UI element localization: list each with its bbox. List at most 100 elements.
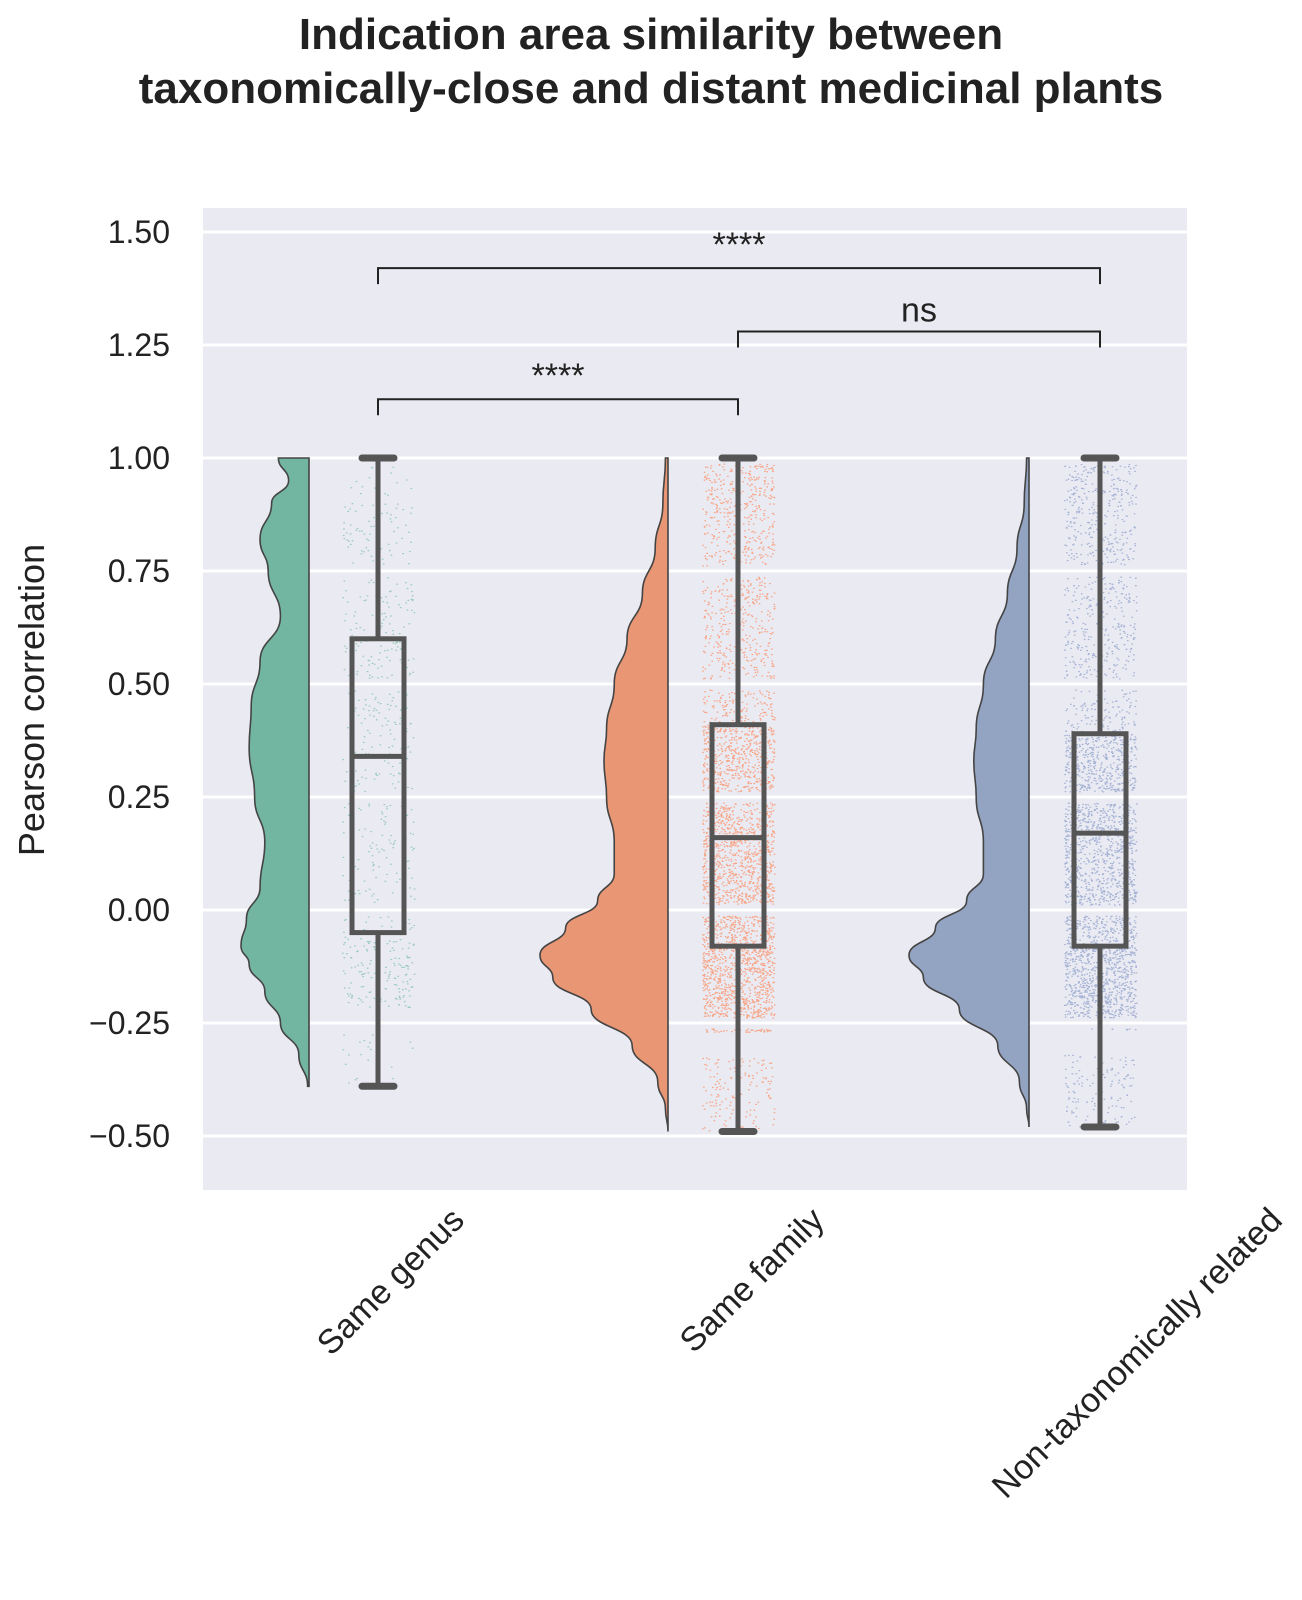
data-point — [702, 883, 705, 886]
data-point — [726, 894, 728, 896]
data-point — [756, 508, 758, 510]
data-point — [369, 845, 372, 847]
data-point — [741, 996, 743, 998]
data-point — [741, 716, 743, 718]
data-point — [728, 631, 730, 633]
data-point — [349, 993, 352, 995]
data-point — [771, 709, 773, 712]
data-point — [720, 831, 723, 833]
data-point — [382, 563, 385, 565]
data-point — [711, 964, 713, 967]
data-point — [752, 1000, 754, 1002]
data-point — [753, 539, 756, 541]
data-point — [750, 664, 752, 667]
data-point — [758, 603, 761, 605]
data-point — [767, 645, 770, 647]
data-point — [717, 652, 720, 654]
data-point — [757, 628, 759, 630]
data-point — [755, 1103, 757, 1105]
data-point — [737, 903, 740, 905]
data-point — [766, 1009, 768, 1011]
data-point — [704, 981, 706, 983]
data-point — [758, 920, 760, 922]
data-point — [746, 502, 748, 504]
data-point — [377, 667, 379, 669]
data-point — [763, 978, 765, 980]
data-point — [756, 887, 759, 889]
data-point — [718, 889, 721, 891]
data-point — [719, 630, 722, 633]
data-point — [758, 992, 761, 994]
data-point — [769, 935, 772, 937]
data-point — [728, 783, 730, 785]
data-point — [730, 730, 732, 732]
data-point — [767, 776, 770, 779]
data-point — [724, 611, 727, 613]
data-point — [703, 749, 706, 751]
data-point — [374, 487, 376, 489]
data-point — [769, 969, 771, 972]
data-point — [709, 994, 712, 996]
data-point — [742, 625, 745, 627]
data-point — [715, 925, 717, 928]
data-point — [773, 752, 775, 754]
data-point — [743, 955, 746, 957]
data-point — [769, 583, 771, 585]
data-point — [743, 1014, 745, 1016]
data-point — [763, 970, 766, 972]
data-point — [757, 1000, 760, 1003]
data-point — [713, 997, 715, 999]
data-point — [767, 1008, 770, 1010]
data-point — [383, 820, 385, 822]
data-point — [725, 754, 728, 756]
data-point — [749, 772, 751, 774]
data-point — [721, 1007, 724, 1009]
data-point — [756, 596, 759, 598]
data-point — [391, 892, 394, 894]
data-point — [752, 890, 755, 892]
data-point — [730, 819, 732, 821]
data-point — [709, 467, 712, 469]
data-point — [345, 532, 348, 534]
data-point — [753, 1109, 756, 1111]
data-point — [723, 516, 726, 518]
data-point — [398, 988, 400, 990]
data-point — [713, 705, 715, 707]
data-point — [714, 1083, 717, 1085]
data-point — [713, 646, 715, 648]
data-point — [393, 842, 395, 844]
data-point — [703, 765, 705, 767]
data-point — [756, 780, 758, 782]
data-point — [731, 934, 733, 936]
data-point — [703, 771, 706, 774]
data-point — [759, 812, 761, 814]
data-point — [773, 967, 775, 969]
data-point — [772, 543, 775, 545]
data-point — [718, 915, 720, 917]
data-point — [408, 867, 410, 869]
data-point — [756, 999, 758, 1001]
data-point — [740, 969, 742, 971]
data-point — [712, 950, 715, 953]
data-point — [773, 917, 775, 919]
data-point — [714, 782, 717, 784]
data-point — [758, 506, 760, 508]
data-point — [706, 733, 708, 735]
data-point — [704, 555, 706, 557]
data-point — [767, 610, 770, 612]
data-point — [717, 965, 720, 967]
data-point — [386, 943, 389, 945]
data-point — [721, 751, 724, 753]
data-point — [749, 751, 752, 753]
data-point — [744, 530, 746, 532]
data-point — [765, 987, 767, 989]
data-point — [751, 871, 754, 873]
data-point — [704, 651, 706, 654]
data-point — [363, 1040, 366, 1042]
data-point — [350, 487, 353, 489]
data-point — [768, 739, 771, 741]
data-point — [741, 765, 744, 767]
data-point — [757, 1011, 759, 1014]
data-point — [391, 783, 394, 785]
data-point — [770, 869, 772, 872]
